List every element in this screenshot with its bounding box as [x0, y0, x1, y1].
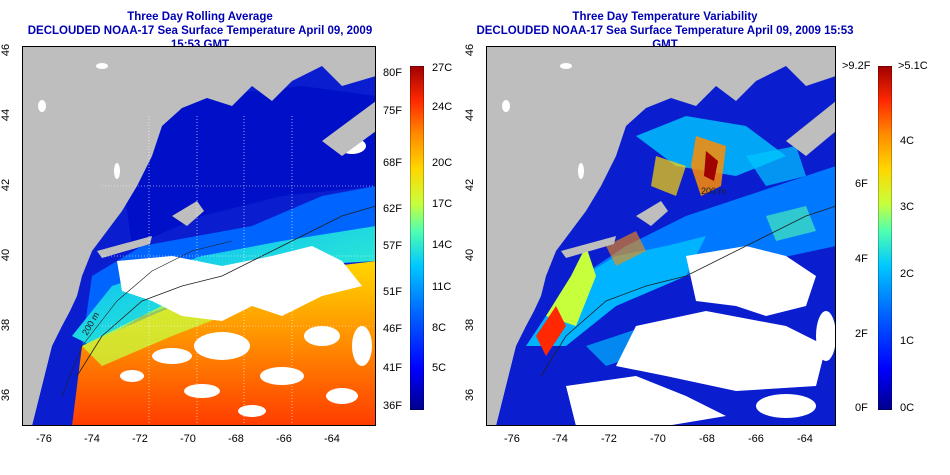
left-lon-tick: -76	[36, 433, 52, 445]
left-lon-tick: -74	[84, 433, 100, 445]
right-cbar-f-label: 0F	[855, 402, 868, 414]
left-lon-tick: -64	[324, 433, 340, 445]
right-variability-map: 200 m	[486, 46, 836, 426]
right-lat-tick: 36	[464, 388, 477, 402]
left-lat-tick: 36	[0, 388, 13, 402]
right-lat-tick: 38	[464, 318, 477, 332]
right-lon-tick: -74	[552, 433, 568, 445]
right-lon-tick: -70	[650, 433, 666, 445]
left-cbar-f-label: 46F	[383, 323, 402, 335]
left-cbar-c-label: 20C	[432, 157, 453, 169]
right-cbar-c-label: 2C	[900, 268, 915, 280]
left-gulf-of-maine	[112, 86, 376, 246]
right-cbar-c-label: >5.1C	[898, 60, 928, 72]
left-cloud-mask	[117, 138, 372, 417]
left-lat-tick: 44	[0, 108, 13, 122]
right-cbar-f-label: 4F	[855, 253, 868, 265]
left-lon-tick: -72	[132, 433, 148, 445]
right-title: Three Day Temperature Variability DECLOU…	[470, 10, 860, 52]
right-cbar-f-label: 6F	[855, 178, 868, 190]
right-lat-tick: 46	[464, 43, 477, 57]
left-cape-cod	[172, 201, 204, 226]
left-lat-tick: 42	[0, 178, 13, 192]
right-cbar-f-label: >9.2F	[842, 60, 871, 72]
left-land	[22, 46, 376, 426]
right-lon-tick: -72	[601, 433, 617, 445]
left-cbar-c-label: 5C	[432, 362, 447, 374]
right-cbar-c-label: 3C	[900, 201, 915, 213]
left-nova-scotia	[322, 101, 376, 156]
left-sst-map: 200 m	[22, 46, 376, 426]
right-lon-tick: -64	[797, 433, 813, 445]
left-cbar-c-label: 17C	[432, 198, 453, 210]
right-cloud-mask	[566, 246, 836, 426]
right-land	[486, 46, 836, 426]
right-title-line1: Three Day Temperature Variability	[572, 11, 758, 23]
right-lat-tick: 42	[464, 178, 477, 192]
left-lat-tick: 46	[0, 43, 13, 57]
left-cbar-f-label: 57F	[383, 240, 402, 252]
right-cbar-c-label: 1C	[900, 335, 915, 347]
right-nova-scotia	[786, 101, 836, 156]
right-lon-tick: -66	[748, 433, 764, 445]
left-cbar-c-label: 11C	[432, 281, 452, 293]
left-lat-tick: 40	[0, 248, 13, 262]
right-colorbar	[878, 66, 892, 410]
left-lon-tick: -68	[228, 433, 244, 445]
left-cbar-f-label: 80F	[383, 67, 402, 79]
right-cbar-c-label: 0C	[900, 402, 915, 414]
right-cape-cod	[636, 201, 668, 226]
right-cbar-c-label: 4C	[900, 135, 915, 147]
left-cbar-f-label: 62F	[383, 203, 402, 215]
right-contour-label: 200 m	[701, 186, 726, 196]
right-lon-tick: -76	[504, 433, 520, 445]
right-lat-tick: 40	[464, 248, 477, 262]
left-title-line1: Three Day Rolling Average	[127, 11, 273, 23]
left-cbar-f-label: 36F	[383, 400, 402, 412]
right-long-island	[561, 236, 616, 258]
left-lat-tick: 38	[0, 318, 13, 332]
left-cbar-f-label: 51F	[383, 286, 402, 298]
left-lakes	[38, 63, 120, 179]
left-colorbar	[410, 66, 424, 410]
left-grid	[102, 116, 376, 426]
right-contour-200m	[540, 205, 836, 377]
left-cbar-c-label: 27C	[432, 62, 453, 74]
left-cbar-c-label: 8C	[432, 322, 447, 334]
left-contour-coast	[61, 240, 233, 397]
left-lon-tick: -66	[276, 433, 292, 445]
left-cbar-f-label: 75F	[383, 105, 402, 117]
left-long-island	[97, 236, 152, 258]
left-lon-tick: -70	[180, 433, 196, 445]
right-lat-tick: 44	[464, 108, 477, 122]
left-contour-200m	[76, 205, 376, 377]
left-cbar-c-label: 14C	[432, 239, 453, 251]
right-cbar-f-label: 2F	[855, 328, 868, 340]
left-shelf-water	[82, 186, 376, 346]
right-lon-tick: -68	[699, 433, 715, 445]
right-lakes	[502, 63, 584, 179]
left-cbar-c-label: 24C	[432, 101, 453, 113]
left-cbar-f-label: 68F	[383, 157, 402, 169]
left-cbar-f-label: 41F	[383, 362, 402, 374]
